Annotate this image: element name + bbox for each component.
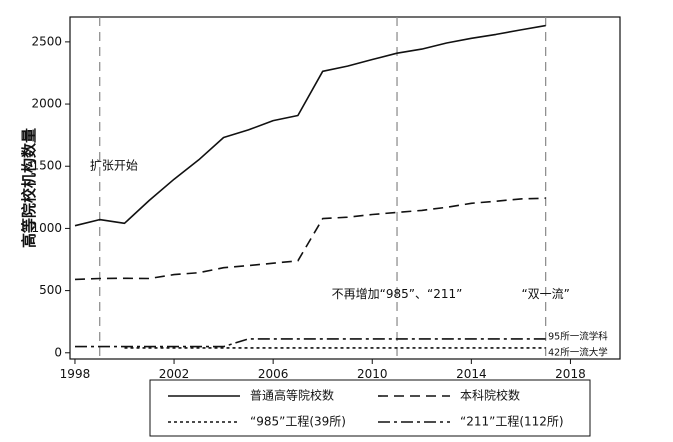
y-tick-label: 1500 [31,159,62,173]
x-tick-label: 2002 [159,367,190,381]
y-tick-label: 0 [54,345,62,359]
y-tick-label: 2000 [31,97,62,111]
x-axis-ticks: 1998 2002 2006 2010 2014 2018 [60,359,586,381]
legend-label: “211”工程(112所) [460,414,564,429]
plot-frame [69,16,621,360]
annotation-label: 不再增加“985”、“211” [332,287,463,301]
annotation-label: 扩张开始 [90,159,138,173]
legend: 普通高等院校数 本科院校数 “985”工程(39所) “211”工程(112所) [168,388,564,429]
series-line [75,338,546,348]
y-axis-label: 高等院校机构数量 [20,128,38,248]
series-line [74,197,546,281]
y-axis-ticks: 0 500 1000 1500 2000 2500 [31,34,70,359]
reference-lines [99,17,547,359]
x-tick-label: 2014 [456,367,487,381]
annotation-label: 42所一流大学 [548,346,608,358]
y-tick-label: 500 [39,283,62,297]
legend-label: 本科院校数 [460,388,520,403]
x-tick-label: 2018 [555,367,586,381]
series-lines [74,24,546,349]
legend-frame [149,379,591,437]
x-tick-label: 2006 [258,367,289,381]
legend-label: “985”工程(39所) [250,414,346,429]
series-line [74,24,546,227]
x-tick-label: 1998 [60,367,91,381]
y-tick-label: 1000 [31,221,62,235]
y-tick-label: 2500 [31,34,62,48]
annotation-label: “双一流” [521,287,569,301]
x-tick-label: 2010 [357,367,388,381]
legend-label: 普通高等院校数 [250,388,334,403]
annotation-label: 95所一流学科 [548,331,608,343]
